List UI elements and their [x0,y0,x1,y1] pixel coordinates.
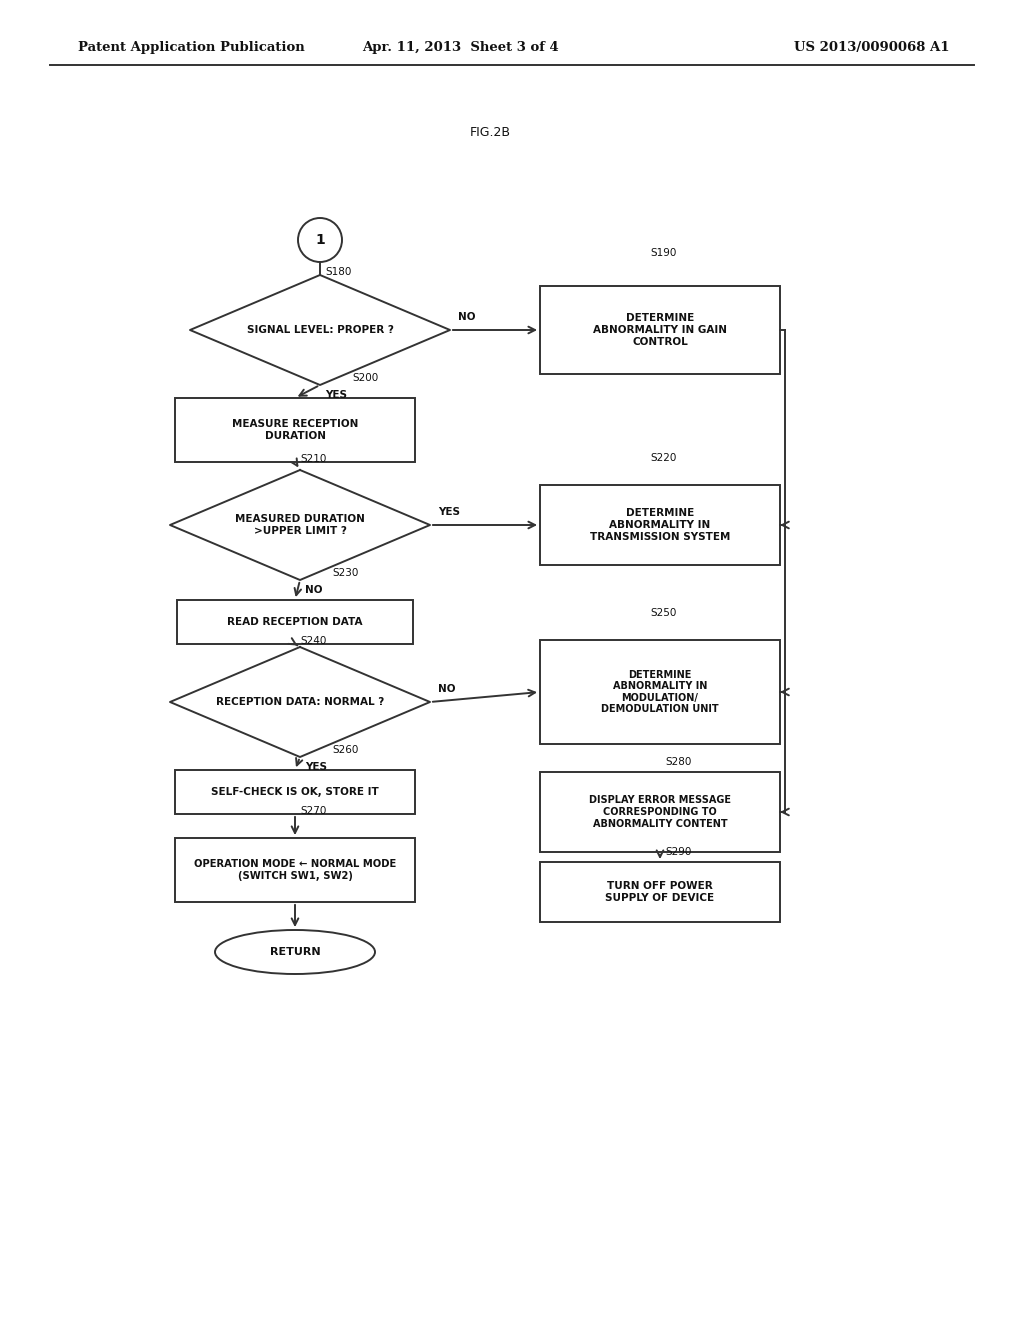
Text: S230: S230 [332,568,358,578]
Text: S250: S250 [650,609,677,618]
Bar [540,484,780,565]
Bar [540,772,780,851]
Text: DETERMINE
ABNORMALITY IN GAIN
CONTROL: DETERMINE ABNORMALITY IN GAIN CONTROL [593,313,727,347]
Text: NO: NO [458,312,475,322]
Text: FIG.2B: FIG.2B [469,125,511,139]
Text: YES: YES [325,389,347,400]
Ellipse shape [215,931,375,974]
Text: SIGNAL LEVEL: PROPER ?: SIGNAL LEVEL: PROPER ? [247,325,393,335]
Text: S280: S280 [665,756,691,767]
Text: NO: NO [438,684,456,694]
Text: Patent Application Publication: Patent Application Publication [78,41,305,54]
Text: TURN OFF POWER
SUPPLY OF DEVICE: TURN OFF POWER SUPPLY OF DEVICE [605,882,715,903]
Text: S270: S270 [300,807,327,816]
Polygon shape [170,470,430,579]
Circle shape [298,218,342,261]
Text: MEASURED DURATION
>UPPER LIMIT ?: MEASURED DURATION >UPPER LIMIT ? [236,515,365,536]
Text: S190: S190 [650,248,677,257]
Bar [177,601,413,644]
Text: DETERMINE
ABNORMALITY IN
MODULATION/
DEMODULATION UNIT: DETERMINE ABNORMALITY IN MODULATION/ DEM… [601,669,719,714]
Text: S220: S220 [650,453,677,463]
Text: NO: NO [305,585,323,595]
Text: DETERMINE
ABNORMALITY IN
TRANSMISSION SYSTEM: DETERMINE ABNORMALITY IN TRANSMISSION SY… [590,508,730,541]
Text: S200: S200 [352,374,378,383]
Text: MEASURE RECEPTION
DURATION: MEASURE RECEPTION DURATION [231,420,358,441]
Text: READ RECEPTION DATA: READ RECEPTION DATA [227,616,362,627]
Bar [540,286,780,374]
Text: US 2013/0090068 A1: US 2013/0090068 A1 [795,41,950,54]
Bar [540,640,780,744]
Text: YES: YES [438,507,460,517]
Text: S240: S240 [300,636,327,645]
Bar [175,399,415,462]
Text: OPERATION MODE ← NORMAL MODE
(SWITCH SW1, SW2): OPERATION MODE ← NORMAL MODE (SWITCH SW1… [194,859,396,880]
Text: SELF-CHECK IS OK, STORE IT: SELF-CHECK IS OK, STORE IT [211,787,379,797]
Text: RETURN: RETURN [269,946,321,957]
Text: S180: S180 [325,267,351,277]
Text: Apr. 11, 2013  Sheet 3 of 4: Apr. 11, 2013 Sheet 3 of 4 [361,41,558,54]
Text: 1: 1 [315,234,325,247]
Text: S210: S210 [300,454,327,465]
Bar [540,862,780,921]
Polygon shape [170,647,430,756]
Bar [175,770,415,814]
Polygon shape [190,275,450,385]
Text: YES: YES [305,762,327,772]
Bar [175,838,415,902]
Text: S260: S260 [332,744,358,755]
Text: DISPLAY ERROR MESSAGE
CORRESPONDING TO
ABNORMALITY CONTENT: DISPLAY ERROR MESSAGE CORRESPONDING TO A… [589,796,731,829]
Text: S290: S290 [665,847,691,857]
Text: RECEPTION DATA: NORMAL ?: RECEPTION DATA: NORMAL ? [216,697,384,708]
